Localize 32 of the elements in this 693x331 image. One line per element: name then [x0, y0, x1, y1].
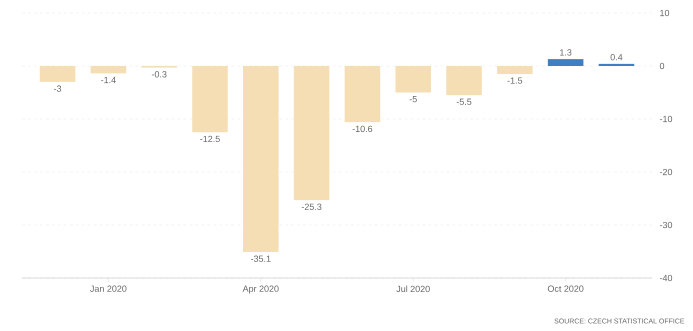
bar	[90, 66, 126, 74]
data-label: -3	[54, 85, 62, 92]
bar	[192, 66, 228, 132]
data-label: -5.5	[456, 98, 472, 105]
bar	[548, 59, 584, 66]
x-tick-label: Jan 2020	[90, 286, 126, 292]
data-label: -12.5	[200, 136, 220, 142]
bar	[40, 66, 76, 82]
bar	[344, 66, 380, 122]
bar	[243, 66, 279, 252]
data-label: -1.5	[508, 77, 522, 84]
x-tick-label: Oct 2020	[548, 286, 584, 292]
data-label: -25.3	[302, 204, 322, 210]
x-tick-label: Jul 2020	[396, 286, 430, 292]
y-tick-label: 0	[660, 62, 664, 70]
y-tick-label: -40	[660, 274, 672, 282]
y-tick-label: 10	[660, 10, 670, 16]
bar	[395, 66, 431, 92]
y-tick-label: -20	[660, 168, 672, 176]
y-tick-label: -30	[660, 222, 672, 228]
data-label: -35.1	[250, 256, 271, 262]
x-tick-label: Apr 2020	[242, 286, 279, 294]
bar	[294, 66, 330, 200]
data-label: -5	[410, 96, 417, 102]
y-tick-label: -10	[660, 116, 672, 122]
data-label: -1.4	[101, 76, 116, 84]
data-label: 0.4	[610, 54, 622, 60]
data-label: 1.3	[560, 49, 572, 56]
bar	[497, 66, 533, 74]
data-label: -10.6	[352, 126, 372, 132]
bar	[446, 66, 482, 96]
data-label: -0.3	[152, 71, 167, 78]
